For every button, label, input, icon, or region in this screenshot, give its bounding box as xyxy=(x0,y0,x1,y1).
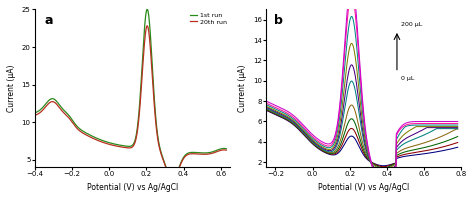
1st run xyxy=(170,178,175,180)
X-axis label: Potential (V) vs Ag/AgCl: Potential (V) vs Ag/AgCl xyxy=(318,183,410,192)
Text: a: a xyxy=(45,14,53,27)
1st run xyxy=(32,112,37,114)
20th run xyxy=(223,149,229,151)
1st run xyxy=(51,98,57,100)
20th run xyxy=(109,144,115,146)
1st run xyxy=(145,8,150,11)
20th run xyxy=(170,178,175,181)
20th run xyxy=(185,153,191,156)
20th run xyxy=(51,101,57,103)
20th run xyxy=(116,145,122,148)
1st run xyxy=(164,167,169,170)
Text: b: b xyxy=(274,14,283,27)
20th run xyxy=(145,25,150,27)
20th run xyxy=(182,156,187,158)
1st run xyxy=(109,142,115,145)
X-axis label: Potential (V) vs Ag/AgCl: Potential (V) vs Ag/AgCl xyxy=(87,183,178,192)
Y-axis label: Current (μA): Current (μA) xyxy=(7,65,16,112)
1st run xyxy=(223,147,229,150)
1st run xyxy=(116,144,122,146)
Text: 200 μL: 200 μL xyxy=(401,22,422,27)
20th run xyxy=(32,114,37,117)
Line: 20th run: 20th run xyxy=(35,26,226,179)
Line: 1st run: 1st run xyxy=(35,9,226,179)
1st run xyxy=(182,155,187,157)
Legend: 1st run, 20th run: 1st run, 20th run xyxy=(190,13,227,24)
Y-axis label: Current (μA): Current (μA) xyxy=(238,65,247,112)
20th run xyxy=(164,168,169,170)
1st run xyxy=(185,152,191,154)
Text: 0 μL: 0 μL xyxy=(401,76,414,81)
